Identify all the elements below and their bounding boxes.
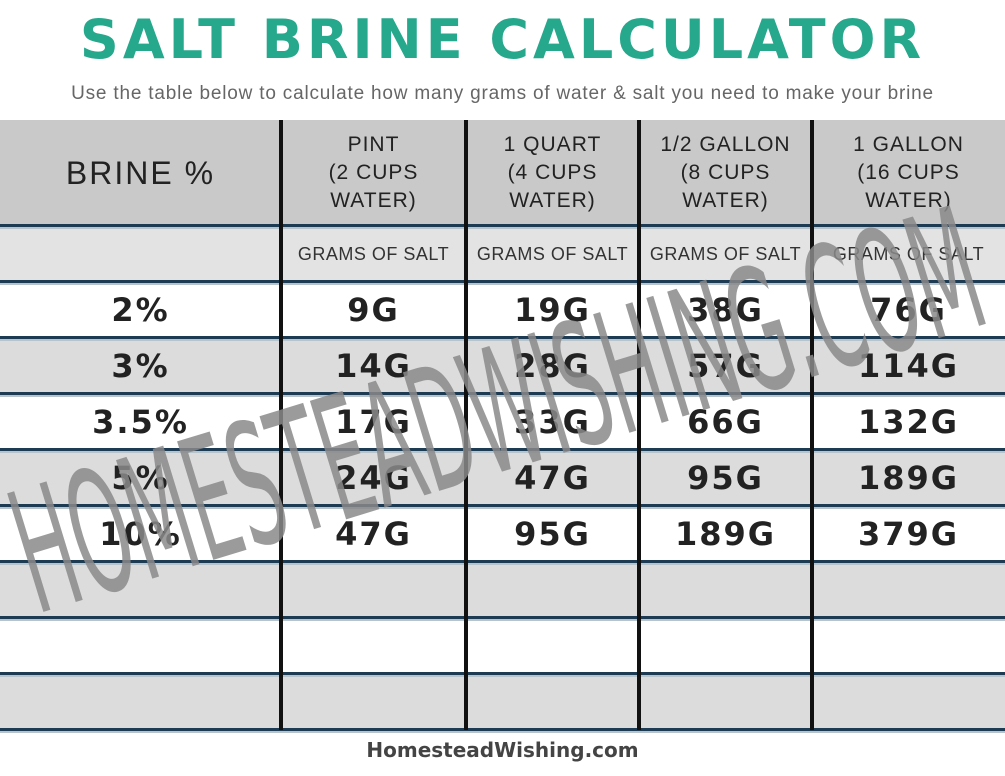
row-bg	[0, 338, 1005, 394]
salt-grams: 28G	[514, 347, 591, 385]
salt-grams: 76G	[870, 291, 947, 329]
row-bg	[0, 506, 1005, 562]
row-bg	[0, 450, 1005, 506]
row-bg	[0, 618, 1005, 674]
salt-grams: 47G	[514, 459, 591, 497]
col-line	[810, 120, 814, 730]
header-line: PINT	[347, 133, 400, 156]
header-line: WATER)	[330, 189, 417, 212]
row-line-shadow	[0, 339, 1005, 341]
row-line	[0, 224, 1005, 227]
row-line	[0, 560, 1005, 563]
col-line	[464, 120, 468, 730]
salt-grams: 17G	[335, 403, 412, 441]
brine-percent: 3.5%	[92, 403, 189, 441]
subheader-cell: GRAMS OF SALT	[649, 243, 802, 264]
column-header: BRINE %	[0, 120, 281, 226]
salt-grams: 114G	[857, 347, 960, 385]
title: SALT BRINE CALCULATOR	[79, 8, 926, 71]
row-bg	[0, 674, 1005, 730]
salt-grams: 189G	[857, 459, 960, 497]
header-line: WATER)	[509, 189, 596, 212]
row-line	[0, 280, 1005, 283]
brine-percent: 10%	[99, 515, 182, 553]
header-line: BRINE %	[65, 155, 216, 191]
salt-grams: 14G	[335, 347, 412, 385]
brine-percent: 3%	[111, 347, 170, 385]
row-line	[0, 616, 1005, 619]
row-line-shadow	[0, 227, 1005, 229]
salt-grams: 38G	[687, 291, 764, 329]
column-header: 1 GALLON (16 CUPS WATER)	[812, 120, 1005, 226]
row-line-shadow	[0, 451, 1005, 453]
salt-grams: 57G	[687, 347, 764, 385]
salt-grams: 33G	[514, 403, 591, 441]
row-line-shadow	[0, 395, 1005, 397]
footer: HomesteadWishing.com	[366, 738, 639, 762]
row-line-shadow	[0, 731, 1005, 733]
salt-grams: 66G	[687, 403, 764, 441]
col-line	[637, 120, 641, 730]
row-line	[0, 448, 1005, 451]
header-line: WATER)	[865, 189, 952, 212]
header-line: (8 CUPS	[680, 161, 771, 184]
subheader-cell: GRAMS OF SALT	[832, 243, 985, 264]
header-line: WATER)	[682, 189, 769, 212]
header-line: (2 CUPS	[328, 161, 419, 184]
row-line-shadow	[0, 507, 1005, 509]
row-bg	[0, 562, 1005, 618]
row-line-shadow	[0, 619, 1005, 621]
brine-percent: 5%	[111, 459, 170, 497]
header-bg	[0, 120, 1005, 226]
row-line	[0, 728, 1005, 731]
salt-grams: 95G	[687, 459, 764, 497]
salt-grams: 95G	[514, 515, 591, 553]
salt-grams: 189G	[674, 515, 777, 553]
col-line	[279, 120, 283, 730]
salt-grams: 19G	[514, 291, 591, 329]
header-line: 1 GALLON	[853, 133, 964, 156]
subheader-cell: GRAMS OF SALT	[476, 243, 629, 264]
row-bg	[0, 394, 1005, 450]
header-line: 1/2 GALLON	[660, 133, 791, 156]
subtitle: Use the table below to calculate how man…	[71, 83, 934, 104]
header-line: (16 CUPS	[857, 161, 960, 184]
header-line: (4 CUPS	[507, 161, 598, 184]
column-header: 1 QUART (4 CUPS WATER)	[466, 120, 639, 226]
row-line-shadow	[0, 283, 1005, 285]
salt-grams: 379G	[857, 515, 960, 553]
column-header: PINT (2 CUPS WATER)	[281, 120, 466, 226]
row-line	[0, 392, 1005, 395]
salt-grams: 24G	[335, 459, 412, 497]
row-line-shadow	[0, 563, 1005, 565]
subheader-bg	[0, 226, 1005, 282]
row-line	[0, 504, 1005, 507]
header-line: 1 QUART	[503, 133, 602, 156]
row-line	[0, 336, 1005, 339]
subheader-cell: GRAMS OF SALT	[297, 243, 450, 264]
salt-grams: 9G	[347, 291, 400, 329]
salt-grams: 132G	[857, 403, 960, 441]
salt-grams: 47G	[335, 515, 412, 553]
column-header: 1/2 GALLON (8 CUPS WATER)	[639, 120, 812, 226]
row-line	[0, 672, 1005, 675]
brine-percent: 2%	[111, 291, 170, 329]
row-bg	[0, 282, 1005, 338]
row-line-shadow	[0, 675, 1005, 677]
